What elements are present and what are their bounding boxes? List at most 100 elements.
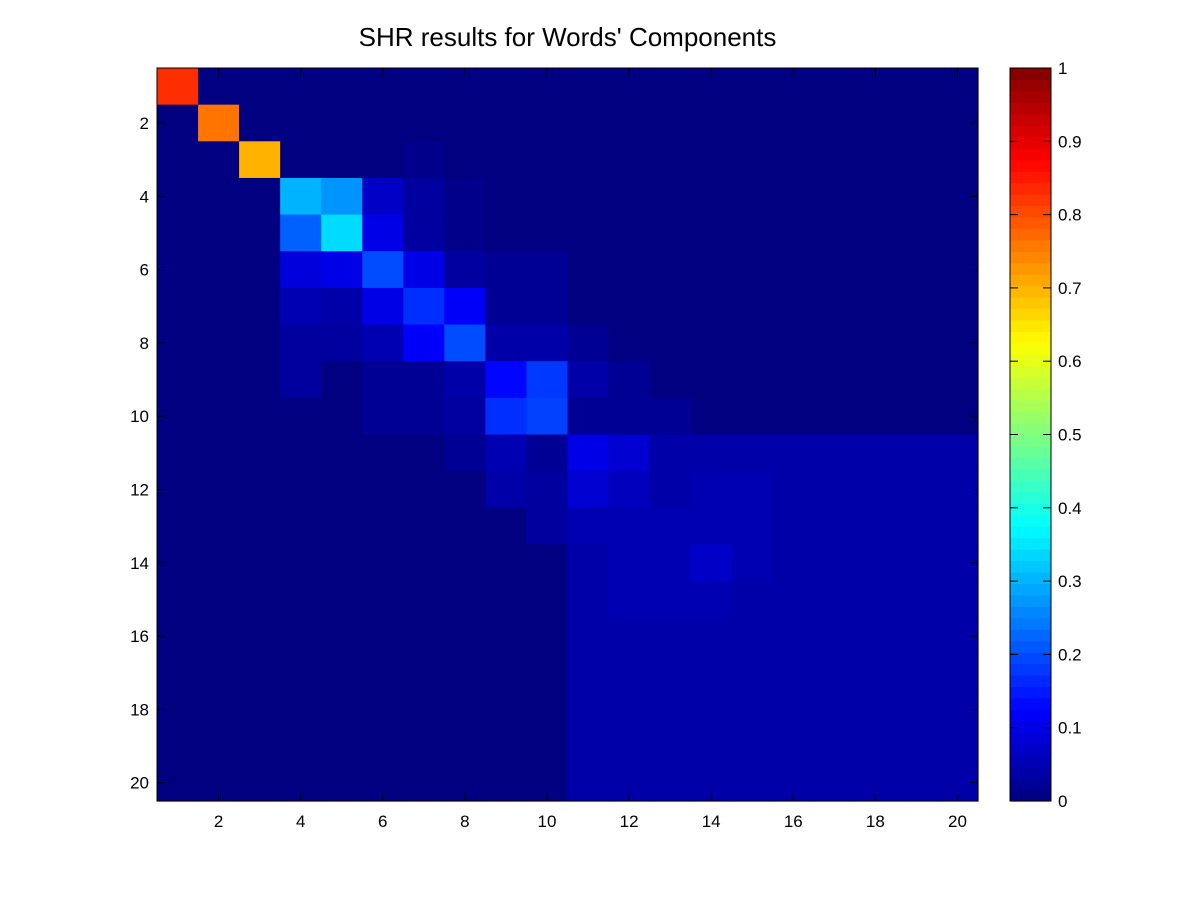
colorbar-segment bbox=[1010, 480, 1051, 493]
heatmap-cell bbox=[854, 654, 897, 692]
heatmap-cell bbox=[690, 727, 733, 765]
heatmap-cell bbox=[362, 691, 404, 729]
heatmap-cell bbox=[895, 361, 938, 399]
y-tick-label: 8 bbox=[140, 334, 149, 353]
heatmap-cell bbox=[321, 361, 363, 399]
colorbar-segment bbox=[1010, 68, 1051, 81]
heatmap-cell bbox=[198, 617, 240, 655]
heatmap-cell bbox=[157, 68, 199, 106]
heatmap-cell bbox=[895, 68, 938, 106]
heatmap-cell bbox=[608, 471, 651, 509]
heatmap-cell bbox=[936, 214, 979, 252]
y-tick-label: 16 bbox=[130, 627, 149, 646]
colorbar-segment bbox=[1010, 239, 1051, 252]
heatmap-cell bbox=[362, 617, 404, 655]
heatmap-cell bbox=[813, 287, 856, 326]
heatmap-cell bbox=[813, 177, 856, 216]
heatmap-cell bbox=[485, 727, 528, 765]
colorbar-tick-label: 0.5 bbox=[1058, 426, 1082, 445]
heatmap-cell bbox=[813, 654, 856, 692]
heatmap-cell bbox=[567, 397, 610, 436]
heatmap-cell bbox=[321, 104, 363, 142]
heatmap-cell bbox=[362, 397, 404, 436]
x-tick-label: 10 bbox=[538, 812, 557, 831]
heatmap-cell bbox=[731, 654, 774, 692]
heatmap-cell bbox=[608, 691, 651, 729]
heatmap-cell bbox=[690, 141, 733, 179]
colorbar-tick-label: 0.1 bbox=[1058, 719, 1082, 738]
colorbar-segment bbox=[1010, 617, 1051, 630]
heatmap-cell bbox=[772, 471, 815, 509]
heatmap-cell bbox=[731, 471, 774, 509]
heatmap-cell bbox=[772, 691, 815, 729]
heatmap-cell bbox=[608, 544, 651, 582]
heatmap-cell bbox=[567, 251, 610, 289]
heatmap-cell bbox=[567, 581, 610, 619]
colorbar-segment bbox=[1010, 423, 1051, 436]
heatmap-cell bbox=[485, 214, 528, 252]
heatmap-cell bbox=[321, 214, 363, 252]
heatmap-cell bbox=[157, 507, 199, 546]
y-tick-label: 18 bbox=[130, 700, 149, 719]
heatmap-cell bbox=[280, 141, 322, 179]
heatmap-cell bbox=[567, 507, 610, 546]
heatmap-cell bbox=[854, 287, 897, 326]
heatmap-cell bbox=[649, 507, 692, 546]
heatmap-cell bbox=[239, 141, 281, 179]
heatmap-cell bbox=[854, 691, 897, 729]
heatmap-cell bbox=[690, 214, 733, 252]
heatmap-cell bbox=[485, 177, 528, 216]
heatmap-cell bbox=[444, 361, 486, 399]
heatmap-cell bbox=[321, 581, 363, 619]
heatmap-cell bbox=[567, 764, 610, 802]
heatmap-cell bbox=[403, 727, 445, 765]
colorbar-segment bbox=[1010, 732, 1051, 745]
heatmap-cell bbox=[526, 104, 569, 142]
heatmap-cell bbox=[690, 177, 733, 216]
heatmap-cell bbox=[649, 287, 692, 326]
colorbar-segment bbox=[1010, 113, 1051, 126]
heatmap-cell bbox=[403, 617, 445, 655]
y-tick-label: 2 bbox=[140, 114, 149, 133]
heatmap-cell bbox=[403, 471, 445, 509]
colorbar-segment bbox=[1010, 365, 1051, 378]
heatmap-cell bbox=[895, 287, 938, 326]
heatmap-cell bbox=[526, 544, 569, 582]
heatmap-cell bbox=[813, 104, 856, 142]
x-tick-label: 6 bbox=[378, 812, 387, 831]
colorbar-segment bbox=[1010, 274, 1051, 287]
heatmap-cell bbox=[649, 68, 692, 106]
colorbar-segment bbox=[1010, 697, 1051, 710]
heatmap-cell bbox=[239, 507, 281, 546]
colorbar-segment bbox=[1010, 606, 1051, 619]
heatmap-cell bbox=[854, 251, 897, 289]
heatmap-cell bbox=[772, 251, 815, 289]
plot-frame bbox=[156, 67, 979, 802]
x-tick-label: 12 bbox=[620, 812, 639, 831]
heatmap-cell bbox=[854, 361, 897, 399]
heatmap-cell bbox=[526, 361, 569, 399]
heatmap-cell bbox=[526, 507, 569, 546]
heatmap-cell bbox=[239, 544, 281, 582]
colorbar-segment bbox=[1010, 686, 1051, 699]
heatmap-cell bbox=[608, 434, 651, 472]
heatmap-cell bbox=[731, 507, 774, 546]
heatmap-cell bbox=[608, 581, 651, 619]
heatmap-cell bbox=[813, 434, 856, 472]
heatmap-cell bbox=[239, 617, 281, 655]
heatmap-cell bbox=[649, 104, 692, 142]
heatmap-cell bbox=[690, 691, 733, 729]
heatmap-cell bbox=[567, 654, 610, 692]
heatmap-cell bbox=[321, 324, 363, 362]
heatmap-cell bbox=[895, 471, 938, 509]
x-tick-label: 14 bbox=[702, 812, 721, 831]
heatmap-cell bbox=[690, 434, 733, 472]
heatmap-cell bbox=[321, 727, 363, 765]
heatmap-cell bbox=[321, 764, 363, 802]
colorbar-segment bbox=[1010, 193, 1051, 207]
heatmap-cell bbox=[280, 654, 322, 692]
heatmap-cell bbox=[854, 141, 897, 179]
heatmap-cell bbox=[362, 104, 404, 142]
heatmap-cell bbox=[567, 544, 610, 582]
